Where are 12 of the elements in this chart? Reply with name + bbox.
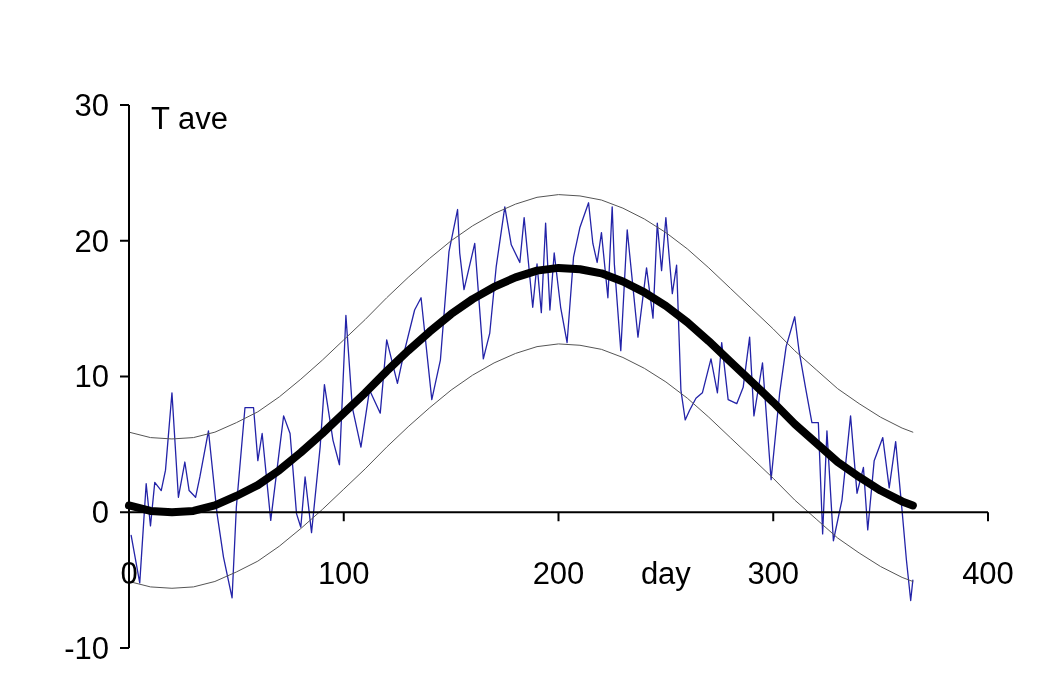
y-tick-label: 10: [74, 359, 109, 395]
x-tick-label: 300: [747, 556, 800, 592]
x-tick-label: 100: [317, 556, 370, 592]
x-tick-label: 400: [962, 556, 1014, 592]
y-tick-label: 20: [74, 223, 109, 259]
y-tick-label: 0: [91, 495, 109, 531]
x-tick-label: 200: [532, 556, 585, 592]
line-series: [128, 194, 914, 440]
y-tick-label: -10: [64, 630, 109, 666]
y-tick-label: 30: [74, 87, 109, 123]
y-axis-title: T ave: [151, 101, 228, 136]
x-axis-title: day: [640, 556, 692, 592]
